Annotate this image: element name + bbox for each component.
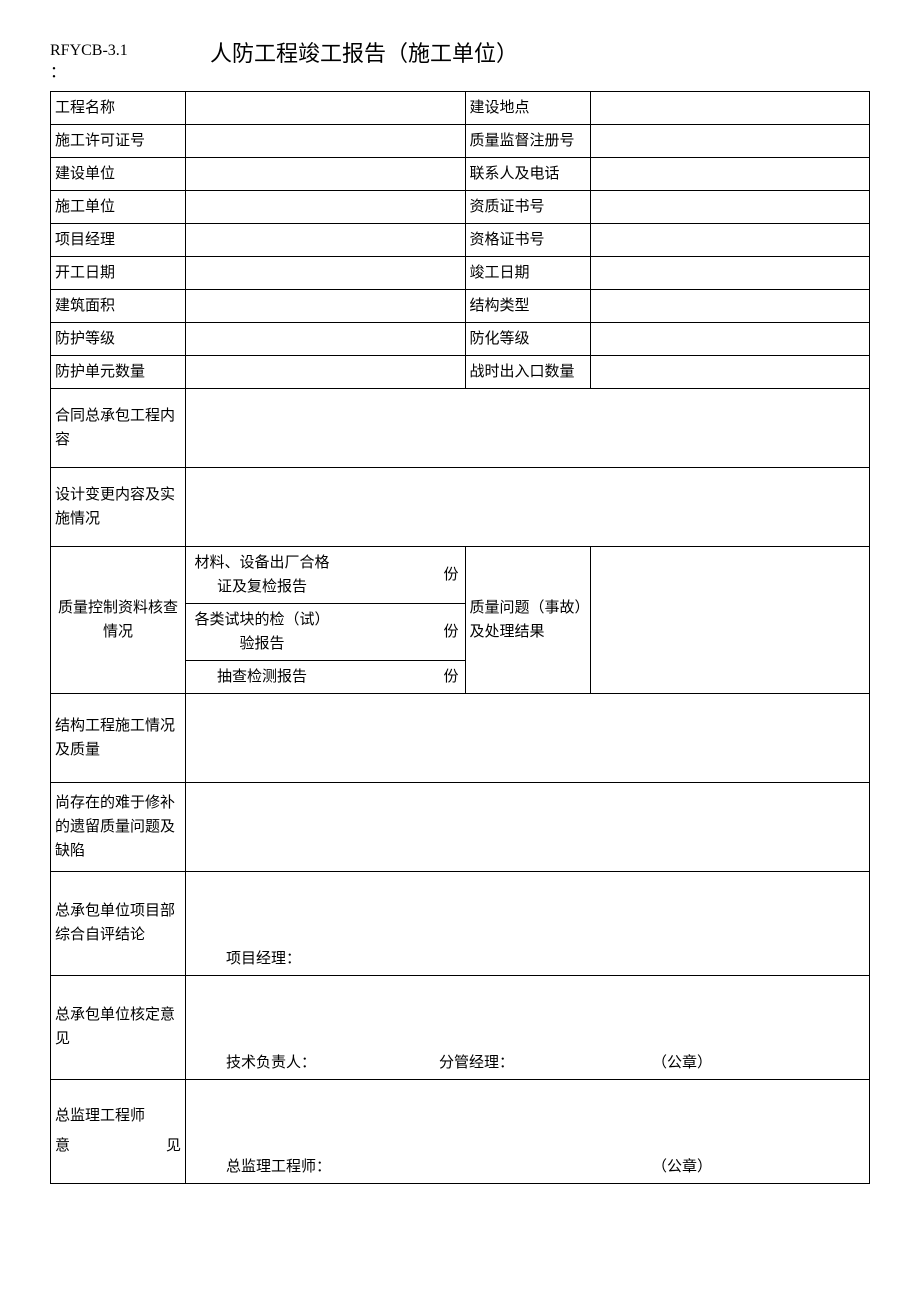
row-construct-unit: 施工单位 资质证书号	[51, 190, 870, 223]
value-build-unit	[186, 157, 466, 190]
value-quality-reg	[590, 124, 870, 157]
approve-sign: 技术负责人： 分管经理： （公章）	[186, 975, 870, 1079]
row-permit: 施工许可证号 质量监督注册号	[51, 124, 870, 157]
label-quality-reg: 质量监督注册号	[465, 124, 590, 157]
value-qual-cert	[590, 190, 870, 223]
qc-item-3: 抽查检测报告	[186, 660, 338, 693]
row-struct-quality: 结构工程施工情况及质量	[51, 693, 870, 782]
value-protect-level	[186, 322, 466, 355]
label-end-date: 竣工日期	[465, 256, 590, 289]
value-chem-level	[590, 322, 870, 355]
row-contract-content: 合同总承包工程内容	[51, 388, 870, 467]
qc-item-1: 材料、设备出厂合格证及复检报告	[186, 547, 338, 604]
label-approve: 总承包单位核定意见	[51, 975, 186, 1079]
form-code: RFYCB-3.1 ：	[50, 40, 200, 85]
label-construct-unit: 施工单位	[51, 190, 186, 223]
value-remaining-defects	[186, 782, 870, 871]
row-pm: 项目经理 资格证书号	[51, 223, 870, 256]
label-struct-type: 结构类型	[465, 289, 590, 322]
form-header: RFYCB-3.1 ： 人防工程竣工报告（施工单位）	[50, 40, 870, 85]
row-quality-check: 质量控制资料核查情况 材料、设备出厂合格证及复检报告 份 各类试块的检（试）验报…	[51, 546, 870, 693]
value-quality-issue	[590, 546, 870, 693]
row-unit-count: 防护单元数量 战时出入口数量	[51, 355, 870, 388]
row-protect-level: 防护等级 防化等级	[51, 322, 870, 355]
qc-unit-2: 份	[338, 603, 464, 660]
label-qual-cert: 资质证书号	[465, 190, 590, 223]
sig-pm: 项目经理：	[226, 947, 439, 971]
value-location	[590, 91, 870, 124]
value-end-date	[590, 256, 870, 289]
qc-unit-3: 份	[338, 660, 464, 693]
label-supervisor-1: 总监理工程师	[55, 1108, 145, 1124]
value-construct-unit	[186, 190, 466, 223]
label-build-unit: 建设单位	[51, 157, 186, 190]
row-area: 建筑面积 结构类型	[51, 289, 870, 322]
label-quality-issue: 质量问题（事故）及处理结果	[465, 546, 590, 693]
quality-inner-table: 材料、设备出厂合格证及复检报告 份 各类试块的检（试）验报告 份 抽查检测报告 …	[186, 547, 465, 693]
label-pm: 项目经理	[51, 223, 186, 256]
label-supervisor: 总监理工程师 意 见	[51, 1079, 186, 1183]
form-title: 人防工程竣工报告（施工单位）	[200, 40, 518, 85]
value-qualif-cert	[590, 223, 870, 256]
sig-tech: 技术负责人：	[226, 1051, 439, 1075]
label-chem-level: 防化等级	[465, 322, 590, 355]
code-suffix: ：	[50, 64, 66, 81]
label-supervisor-2b: 见	[166, 1131, 181, 1161]
label-permit: 施工许可证号	[51, 124, 186, 157]
qc-item-2: 各类试块的检（试）验报告	[186, 603, 338, 660]
label-area: 建筑面积	[51, 289, 186, 322]
value-permit	[186, 124, 466, 157]
label-exit-count: 战时出入口数量	[465, 355, 590, 388]
label-contact: 联系人及电话	[465, 157, 590, 190]
row-supervisor: 总监理工程师 意 见 总监理工程师： （公章）	[51, 1079, 870, 1183]
label-supervisor-2a: 意	[55, 1131, 70, 1161]
value-design-change	[186, 467, 870, 546]
value-contract-content	[186, 388, 870, 467]
value-pm	[186, 223, 466, 256]
row-self-eval: 总承包单位项目部综合自评结论 项目经理：	[51, 871, 870, 975]
label-qualif-cert: 资格证书号	[465, 223, 590, 256]
label-contract-content: 合同总承包工程内容	[51, 388, 186, 467]
label-project-name: 工程名称	[51, 91, 186, 124]
quality-check-items: 材料、设备出厂合格证及复检报告 份 各类试块的检（试）验报告 份 抽查检测报告 …	[186, 546, 466, 693]
label-start-date: 开工日期	[51, 256, 186, 289]
sig-seal-1: （公章）	[652, 1051, 865, 1075]
sig-seal-2: （公章）	[652, 1155, 865, 1179]
label-remaining-defects: 尚存在的难于修补的遗留质量问题及缺陷	[51, 782, 186, 871]
label-struct-quality: 结构工程施工情况及质量	[51, 693, 186, 782]
label-design-change: 设计变更内容及实施情况	[51, 467, 186, 546]
value-project-name	[186, 91, 466, 124]
value-area	[186, 289, 466, 322]
sig-manager: 分管经理：	[439, 1051, 652, 1075]
row-approve: 总承包单位核定意见 技术负责人： 分管经理： （公章）	[51, 975, 870, 1079]
value-start-date	[186, 256, 466, 289]
row-project-name: 工程名称 建设地点	[51, 91, 870, 124]
value-unit-count	[186, 355, 466, 388]
value-exit-count	[590, 355, 870, 388]
qc-unit-1: 份	[338, 547, 464, 604]
value-struct-type	[590, 289, 870, 322]
row-remaining-defects: 尚存在的难于修补的遗留质量问题及缺陷	[51, 782, 870, 871]
value-struct-quality	[186, 693, 870, 782]
label-unit-count: 防护单元数量	[51, 355, 186, 388]
value-contact	[590, 157, 870, 190]
row-design-change: 设计变更内容及实施情况	[51, 467, 870, 546]
sig-supervisor: 总监理工程师：	[226, 1155, 439, 1179]
code-text: RFYCB-3.1	[50, 42, 128, 59]
row-build-unit: 建设单位 联系人及电话	[51, 157, 870, 190]
supervisor-sign: 总监理工程师： （公章）	[186, 1079, 870, 1183]
label-self-eval: 总承包单位项目部综合自评结论	[51, 871, 186, 975]
label-quality-check: 质量控制资料核查情况	[51, 546, 186, 693]
row-start-date: 开工日期 竣工日期	[51, 256, 870, 289]
main-table: 工程名称 建设地点 施工许可证号 质量监督注册号 建设单位 联系人及电话 施工单…	[50, 91, 870, 1184]
self-eval-sign: 项目经理：	[186, 871, 870, 975]
label-location: 建设地点	[465, 91, 590, 124]
label-protect-level: 防护等级	[51, 322, 186, 355]
